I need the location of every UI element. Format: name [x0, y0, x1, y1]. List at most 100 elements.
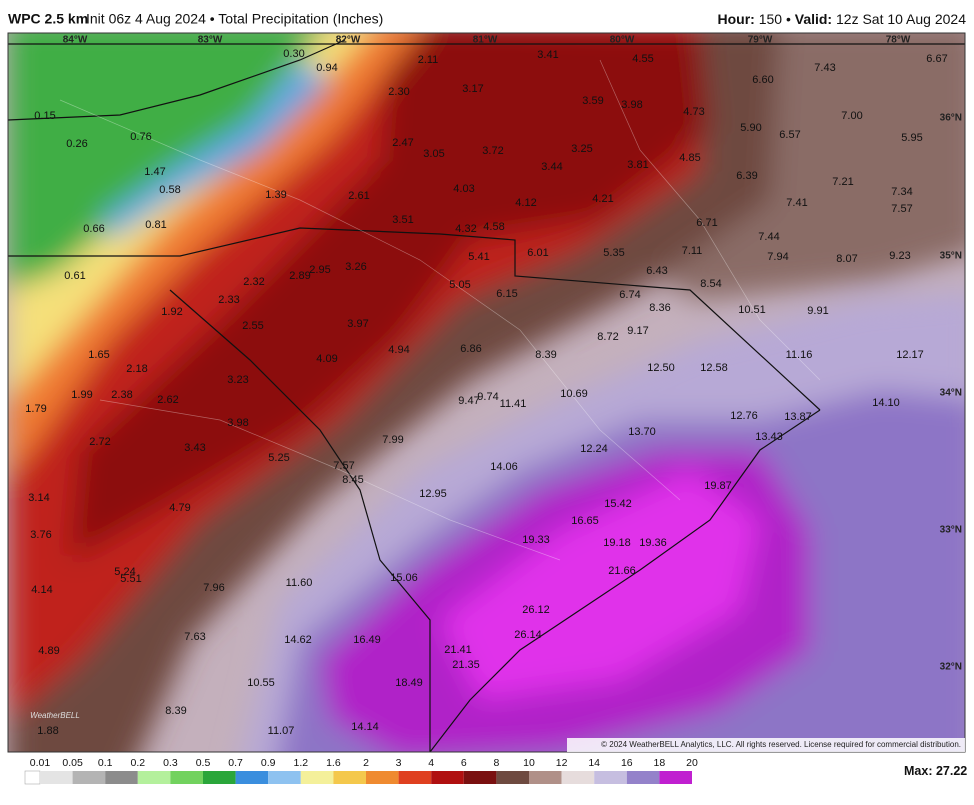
precip-value: 1.99	[71, 389, 92, 401]
legend-tick: 8	[493, 757, 499, 769]
precip-value: 4.58	[483, 221, 504, 233]
precip-value: 1.47	[144, 166, 165, 178]
hour-label: Hour:	[717, 11, 754, 27]
precip-value: 11.07	[268, 725, 295, 737]
precip-value: 0.30	[283, 48, 304, 60]
legend-tick: 1.2	[293, 757, 308, 769]
hour: 150 •	[759, 11, 791, 27]
precip-value: 14.14	[351, 721, 379, 733]
legend-swatch	[235, 771, 269, 784]
latitude-label: 36°N	[940, 113, 962, 124]
precip-value: 3.72	[482, 145, 503, 157]
precip-value: 8.39	[165, 705, 186, 717]
valid: 12z Sat 10 Aug 2024	[836, 11, 966, 27]
precip-value: 19.36	[639, 537, 667, 549]
precip-value: 4.03	[453, 183, 474, 195]
precip-value: 10.51	[738, 304, 766, 316]
precip-value: 13.43	[755, 431, 783, 443]
precip-value: 5.24	[114, 566, 135, 578]
precip-value: 4.55	[632, 53, 653, 65]
precip-value: 3.26	[345, 261, 366, 273]
precip-value: 0.81	[145, 219, 166, 231]
max-label: Max:	[904, 764, 932, 778]
legend-swatch	[333, 771, 366, 784]
precip-value: 2.72	[89, 436, 110, 448]
precip-value: 3.76	[30, 529, 51, 541]
logo: WeatherBELL	[30, 711, 80, 720]
precip-value: 3.97	[347, 318, 368, 330]
precip-value: 4.21	[592, 193, 613, 205]
precip-value: 8.07	[836, 253, 857, 265]
precip-value: 13.87	[784, 411, 812, 423]
legend-tick: 1.6	[326, 757, 341, 769]
precip-value: 0.94	[316, 62, 337, 74]
legend-swatch	[463, 771, 497, 784]
legend-swatch	[24, 770, 41, 785]
precip-value: 11.16	[786, 349, 813, 361]
precip-value: 3.23	[227, 374, 248, 386]
longitude-label: 80°W	[610, 35, 635, 46]
precip-value: 6.57	[779, 129, 800, 141]
precip-value: 3.25	[571, 143, 592, 155]
legend-tick: 20	[686, 757, 698, 769]
legend-tick: 0.01	[30, 757, 51, 769]
precip-value: 8.45	[342, 474, 363, 486]
legend-swatch	[203, 771, 236, 784]
precip-value: 7.21	[832, 176, 853, 188]
precip-value: 2.47	[392, 137, 413, 149]
precip-value: 1.88	[37, 725, 58, 737]
precip-value: 14.10	[872, 397, 900, 409]
precip-value: 10.69	[560, 388, 588, 400]
latitude-label: 32°N	[940, 662, 962, 673]
precip-value: 3.05	[423, 148, 444, 160]
precip-value: 0.26	[66, 138, 87, 150]
precip-value: 6.71	[696, 217, 717, 229]
latitude-label: 33°N	[940, 525, 962, 536]
precip-value: 6.67	[926, 53, 947, 65]
precip-value: 13.70	[628, 426, 656, 438]
precip-value: 2.38	[111, 389, 132, 401]
precip-value: 8.39	[535, 349, 556, 361]
precip-value: 12.24	[580, 443, 608, 455]
longitude-label: 83°W	[198, 35, 223, 46]
precip-value: 2.11	[418, 54, 439, 66]
precip-value: 4.89	[38, 645, 59, 657]
precip-value: 0.58	[159, 184, 180, 196]
precip-value: 3.43	[184, 442, 205, 454]
legend-swatch	[268, 771, 301, 784]
precip-value: 7.44	[758, 231, 779, 243]
precip-value: 4.73	[683, 106, 704, 118]
legend-swatch	[496, 771, 529, 784]
init: Init 06z 4 Aug 2024 • Total Precipitatio…	[86, 11, 383, 27]
legend-swatch	[40, 771, 73, 784]
valid-line: Hour: 150 • Valid: 12z Sat 10 Aug 2024	[717, 11, 966, 27]
legend-tick: 0.5	[196, 757, 211, 769]
precip-value: 12.58	[700, 362, 728, 374]
precip-value: 16.49	[353, 634, 381, 646]
precip-value: 7.94	[767, 251, 788, 263]
precip-value: 21.35	[452, 659, 480, 671]
precip-value: 5.95	[901, 132, 922, 144]
precip-value: 9.23	[889, 250, 910, 262]
precip-value: 0.66	[83, 223, 104, 235]
precip-value: 4.09	[316, 353, 337, 365]
precip-value: 3.51	[392, 214, 413, 226]
precip-value: 19.87	[704, 480, 732, 492]
precip-value: 7.63	[184, 631, 205, 643]
legend-tick: 12	[556, 757, 568, 769]
legend-swatch	[561, 771, 595, 784]
legend-swatch	[300, 771, 334, 784]
precip-value: 7.57	[891, 203, 912, 215]
precip-value: 6.15	[496, 288, 517, 300]
precip-value: 8.54	[700, 278, 721, 290]
precip-value: 21.66	[608, 565, 636, 577]
model: WPC 2.5 km	[8, 11, 88, 27]
precip-value: 4.14	[31, 584, 52, 596]
precip-value: 6.60	[752, 74, 773, 86]
precip-value: 7.96	[203, 582, 224, 594]
longitude-label: 81°W	[473, 35, 498, 46]
legend-swatch	[626, 771, 660, 784]
precip-value: 12.95	[419, 488, 447, 500]
legend-tick: 6	[461, 757, 467, 769]
